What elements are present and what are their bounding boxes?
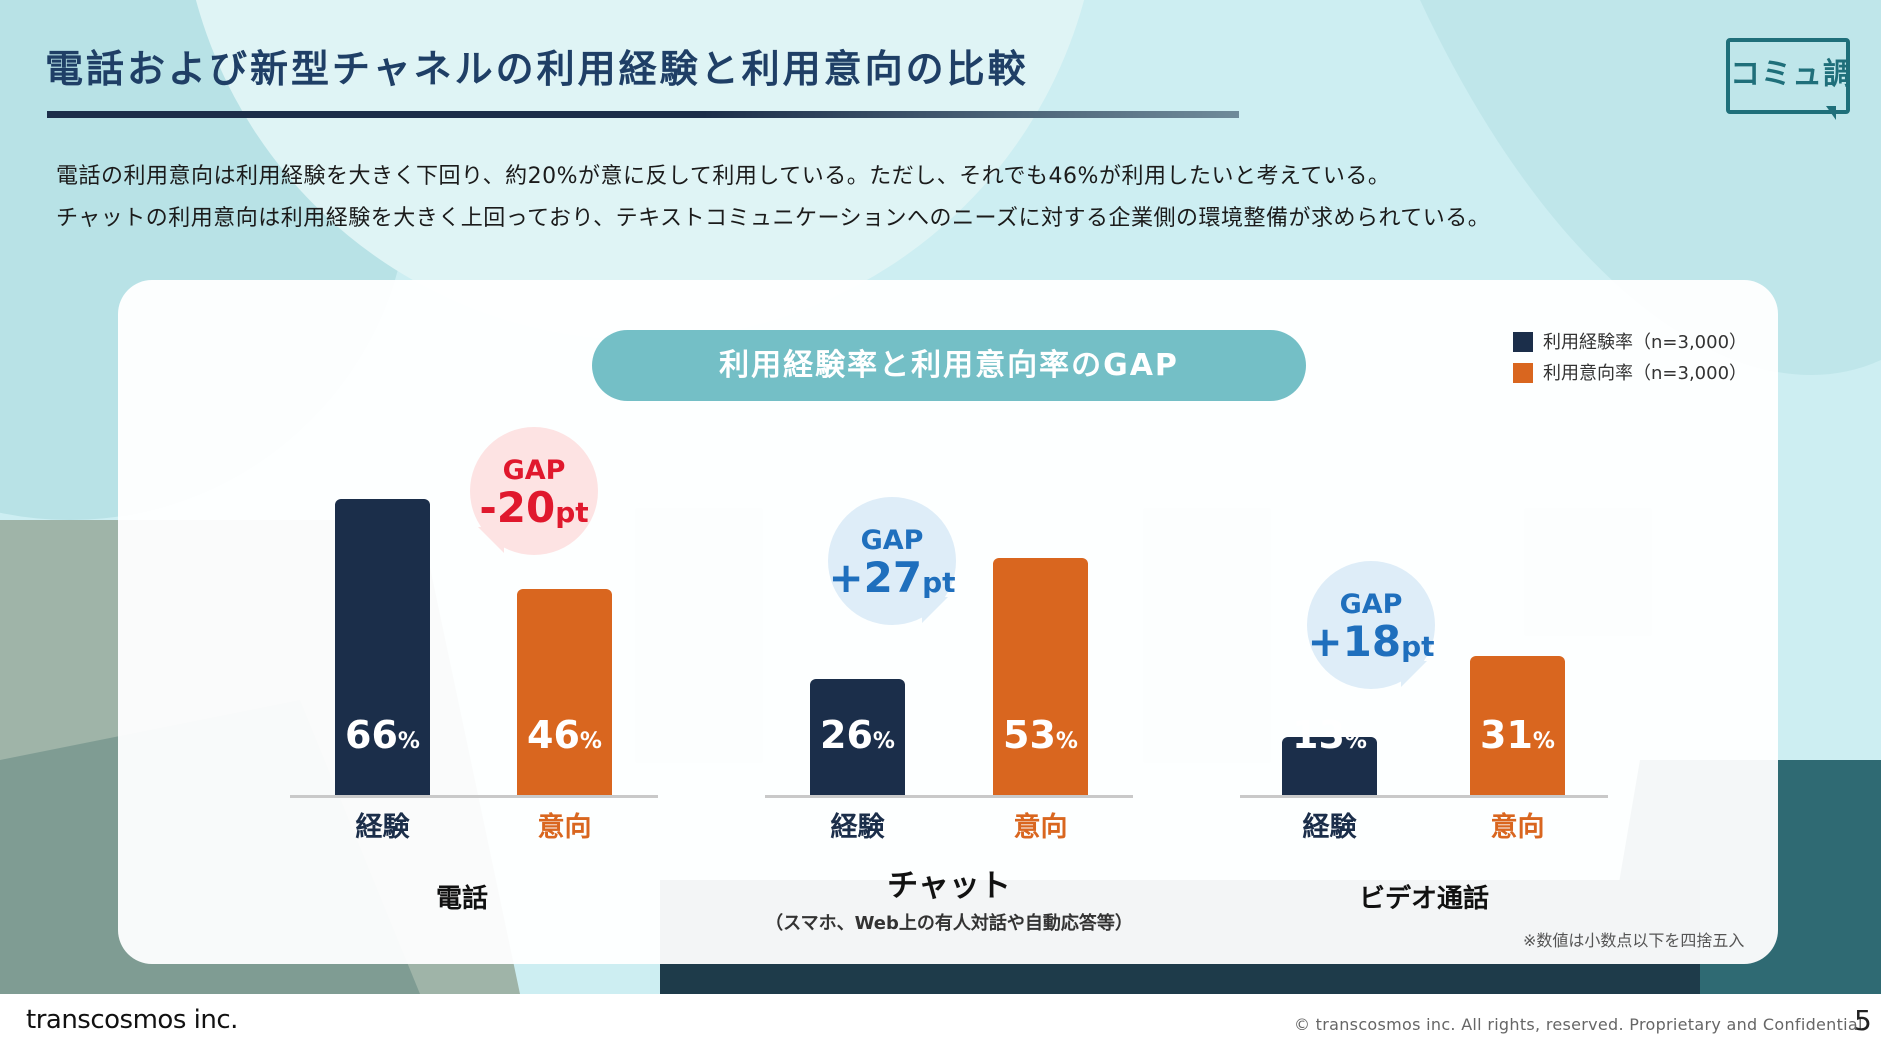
bar-value-unit: % (1055, 729, 1078, 754)
bar-value: 31 (1480, 713, 1533, 757)
bar-intention (1470, 656, 1565, 795)
bar-value-unit: % (872, 729, 895, 754)
bar-intention (517, 588, 612, 795)
gap-value: +27pt (812, 553, 972, 602)
bar-experience (335, 499, 430, 795)
legend-label-intention: 利用意向率（n=3,000） (1543, 363, 1748, 384)
gap-unit: pt (555, 496, 589, 529)
description-line-2: チャットの利用意向は利用経験を大きく上回っており、テキストコミュニケーションへの… (56, 206, 1491, 231)
gap-unit: pt (922, 566, 956, 599)
gap-value: -20pt (454, 483, 614, 532)
logo: コミュ調 (1726, 38, 1850, 114)
chart-title: 利用経験率と利用意向率のGAP (592, 330, 1306, 401)
category-subtitle: （スマホ、Web上の有人対話や自動応答等） (765, 913, 1133, 934)
bar-value: 66 (345, 713, 398, 757)
bar-value-label: 13% (1272, 713, 1387, 757)
bar-experience (810, 678, 905, 795)
tick-label-experience: 経験 (1302, 812, 1357, 843)
chart-baseline (765, 795, 1133, 798)
gap-number: +18 (1307, 617, 1402, 666)
bar-value-unit: % (397, 729, 420, 754)
bar-value-label: 26% (800, 713, 915, 757)
gap-label: GAP (502, 455, 566, 486)
tick-label-experience: 経験 (355, 812, 410, 843)
gap-bubble-tail (922, 597, 948, 623)
chart-baseline (1240, 795, 1608, 798)
category-label: ビデオ通話 (1358, 884, 1489, 914)
brand-logo-text: transcosmos inc. (26, 1005, 238, 1035)
logo-tail (1826, 106, 1836, 120)
footer (0, 994, 1881, 1049)
bar-value-label: 66% (325, 713, 440, 757)
category-label: チャット (887, 868, 1011, 904)
bar-experience (1282, 736, 1377, 795)
gap-number: +27 (828, 553, 923, 602)
bar-value-label: 46% (507, 713, 622, 757)
bar-value-unit: % (1344, 729, 1367, 754)
tick-label-intention: 意向 (1490, 812, 1545, 843)
bar-value-unit: % (1532, 729, 1555, 754)
gap-bubble-tail (1401, 661, 1427, 687)
bar-value-label: 31% (1460, 713, 1575, 757)
gap-bubble-tail (478, 527, 504, 553)
gap-number: -20 (479, 483, 556, 532)
legend-item-intention: 利用意向率（n=3,000） (1513, 359, 1747, 385)
copyright: © transcosmos inc. All rights, reserved.… (1294, 1015, 1863, 1034)
gap-value: +18pt (1291, 617, 1451, 666)
legend-label-experience: 利用経験率（n=3,000） (1543, 332, 1748, 353)
legend-swatch-intention (1513, 363, 1533, 383)
gap-label: GAP (1339, 589, 1403, 620)
legend-item-experience: 利用経験率（n=3,000） (1513, 328, 1747, 354)
bar-value: 46 (527, 713, 580, 757)
bar-value: 26 (820, 713, 873, 757)
category-label: 電話 (435, 884, 488, 914)
page-title: 電話および新型チャネルの利用経験と利用意向の比較 (45, 47, 1029, 91)
bar-value: 53 (1003, 713, 1056, 757)
bar-value-label: 53% (983, 713, 1098, 757)
tick-label-intention: 意向 (537, 812, 592, 843)
tick-label-intention: 意向 (1013, 812, 1068, 843)
tick-label-experience: 経験 (830, 812, 885, 843)
legend-swatch-experience (1513, 332, 1533, 352)
gap-unit: pt (1401, 630, 1435, 663)
chart-baseline (290, 795, 658, 798)
bar-value-unit: % (579, 729, 602, 754)
title-underline (47, 111, 1239, 118)
rounding-note: ※数値は小数点以下を四捨五入 (1523, 931, 1745, 950)
page-number: 5 (1854, 1004, 1872, 1037)
bar-value: 13 (1292, 713, 1345, 757)
gap-label: GAP (860, 525, 924, 556)
description-line-1: 電話の利用意向は利用経験を大きく下回り、約20%が意に反して利用している。ただし… (56, 164, 1391, 189)
bar-intention (993, 557, 1088, 795)
